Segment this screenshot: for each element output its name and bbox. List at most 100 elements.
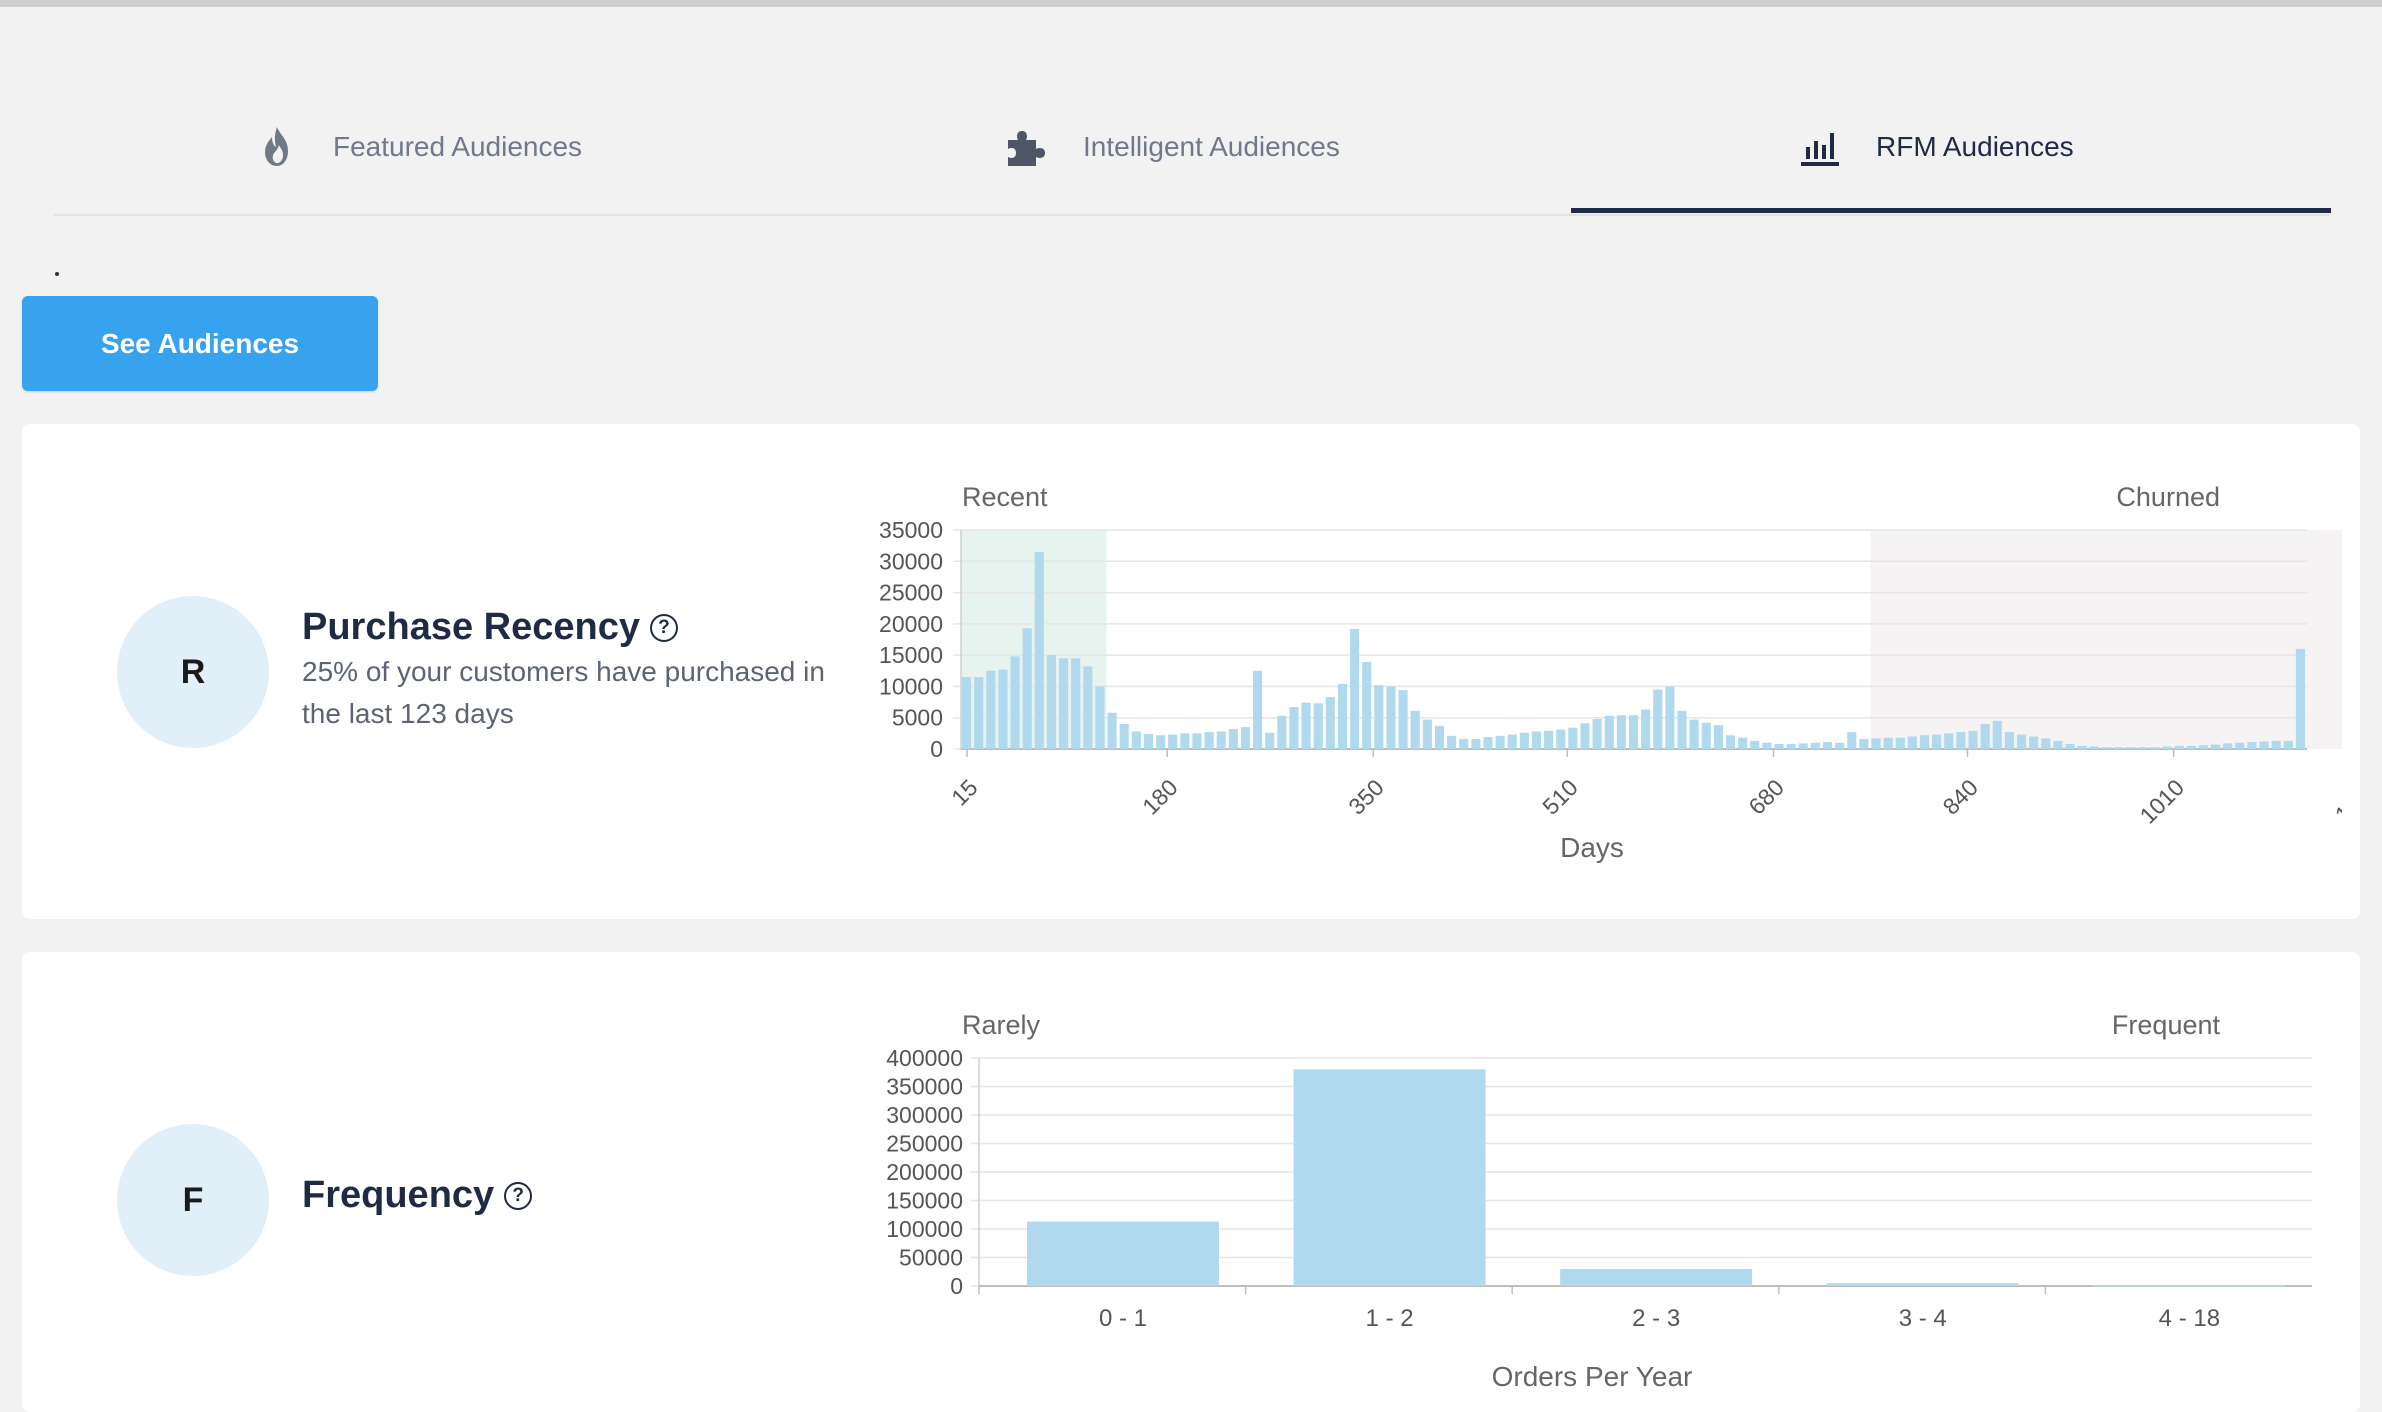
x-tick-label: 1170 <box>2330 774 2342 827</box>
bar <box>1665 686 1675 749</box>
bar <box>2029 736 2039 749</box>
y-tick-label: 30000 <box>879 548 943 574</box>
zone-label-right: Churned <box>2116 482 2220 512</box>
bar <box>1071 658 1081 749</box>
bar <box>1131 731 1141 749</box>
bar <box>1822 742 1833 749</box>
bar <box>2113 747 2124 749</box>
bar <box>1568 727 1578 749</box>
bar <box>1641 709 1651 749</box>
bar <box>2174 745 2184 749</box>
bar <box>2186 745 2196 749</box>
help-icon[interactable]: ? <box>504 1181 533 1210</box>
bar <box>1531 731 1542 749</box>
bar <box>1677 710 1687 749</box>
bar <box>1980 723 1990 749</box>
bar <box>1701 722 1711 749</box>
bar <box>2004 732 2014 749</box>
bar <box>974 677 984 749</box>
bar <box>2077 745 2087 749</box>
bar <box>1471 738 1481 749</box>
bar <box>1847 732 1857 749</box>
bar <box>2041 738 2051 749</box>
frequency-title-row: Frequency ? <box>302 1174 533 1217</box>
bar <box>1826 1283 2019 1286</box>
bar <box>1362 662 1372 749</box>
frequency-letter-badge: F <box>117 1124 269 1276</box>
bar <box>1337 683 1348 749</box>
flame-icon <box>255 125 299 169</box>
help-icon[interactable]: ? <box>649 613 678 642</box>
bar <box>1835 742 1845 749</box>
bar <box>1895 737 1905 749</box>
zone-label-left: Recent <box>962 482 1048 512</box>
bar <box>1386 686 1396 749</box>
bar <box>1253 670 1263 749</box>
y-tick-label: 150000 <box>886 1188 963 1214</box>
x-tick-label: 350 <box>1343 774 1389 820</box>
bar <box>1119 723 1129 749</box>
bar <box>1992 720 2002 749</box>
bar <box>1944 733 1954 749</box>
bar <box>1750 740 1760 749</box>
bar <box>1107 712 1117 749</box>
bar <box>1907 736 1917 749</box>
recency-title-row: Purchase Recency ? <box>302 606 678 649</box>
x-tick-label: 3 - 4 <box>1899 1305 1947 1332</box>
bar <box>1560 1268 1753 1286</box>
bar <box>2101 747 2111 749</box>
bar <box>998 669 1008 749</box>
bar <box>2126 747 2136 749</box>
x-tick-label: 840 <box>1937 774 1983 820</box>
x-tick-label: 180 <box>1137 774 1183 820</box>
bar <box>1616 715 1626 749</box>
bar <box>1883 737 1893 749</box>
bar <box>2235 742 2245 749</box>
bar <box>2065 743 2075 749</box>
y-tick-label: 200000 <box>886 1159 963 1185</box>
x-tick-label: 680 <box>1743 774 1789 820</box>
tab-intelligent-audiences[interactable]: Intelligent Audiences <box>1005 80 1340 214</box>
bar <box>2198 745 2208 749</box>
bar <box>1410 710 1420 749</box>
tab-label: Featured Audiences <box>333 131 583 162</box>
tab-label: Intelligent Audiences <box>1083 131 1340 162</box>
bar <box>1798 743 1808 749</box>
x-tick-label: 510 <box>1537 774 1583 820</box>
bar <box>1095 686 1105 749</box>
bar <box>2016 734 2027 749</box>
tab-label: RFM Audiences <box>1876 131 2074 162</box>
bar <box>1026 1221 1219 1286</box>
bar <box>1519 732 1529 749</box>
see-audiences-button[interactable]: See Audiences <box>22 296 378 391</box>
bar <box>1725 735 1736 749</box>
y-tick-label: 250000 <box>886 1131 963 1157</box>
x-tick-label: 4 - 18 <box>2159 1305 2220 1332</box>
bar <box>1786 743 1796 749</box>
bar <box>1034 551 1044 749</box>
recent-zone <box>961 530 1107 749</box>
bar <box>2295 648 2305 749</box>
bar <box>1713 725 1723 749</box>
bar <box>1434 725 1445 749</box>
bar <box>1204 732 1214 749</box>
bar <box>1810 742 1820 749</box>
bar <box>2162 746 2172 749</box>
bar <box>1265 732 1275 749</box>
bar <box>2271 740 2281 749</box>
bar <box>1968 730 1978 749</box>
tab-featured-audiences[interactable]: Featured Audiences <box>255 80 582 214</box>
tab-rfm-audiences[interactable]: RFM Audiences <box>1798 80 2074 214</box>
bar <box>1289 707 1299 749</box>
y-tick-label: 0 <box>950 1273 963 1299</box>
puzzle-icon <box>1005 125 1049 169</box>
bar <box>1580 723 1590 749</box>
window-top-border <box>0 0 2382 7</box>
bar <box>1932 734 1942 749</box>
y-tick-label: 300000 <box>886 1102 963 1128</box>
y-tick-label: 5000 <box>892 705 943 731</box>
y-tick-label: 20000 <box>879 611 943 637</box>
bar <box>1240 727 1251 749</box>
bar <box>2259 741 2269 749</box>
zone-label-right: Frequent <box>2112 1010 2221 1040</box>
